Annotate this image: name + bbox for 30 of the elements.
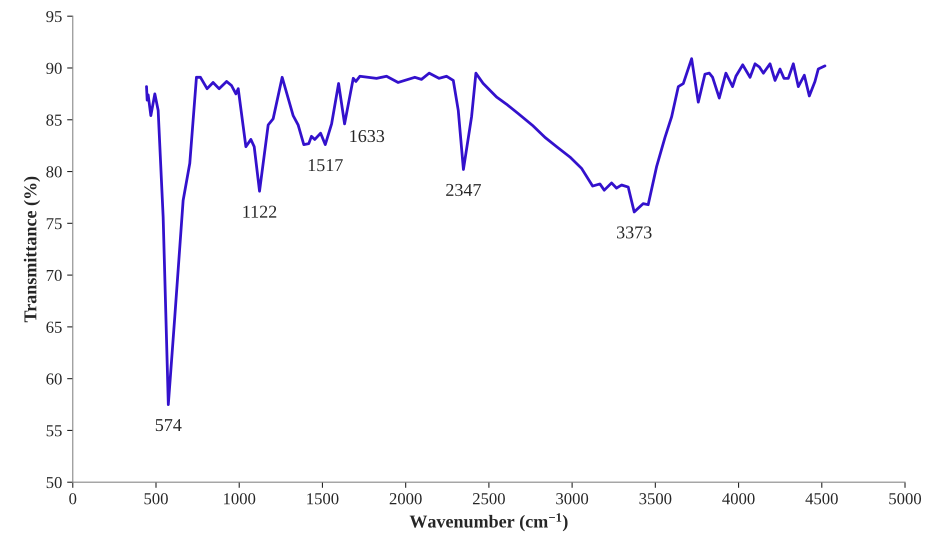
x-tick-label: 3500 <box>639 493 672 504</box>
x-tick-label: 2000 <box>390 493 422 504</box>
y-tick-label: 50 <box>46 476 62 488</box>
annotation: 1633 <box>350 130 384 142</box>
x-tick-label: 2500 <box>472 493 505 504</box>
y-axis-title: Transmittance (%) <box>24 176 40 322</box>
x-tick-label: 4500 <box>805 493 838 504</box>
annotation: 3373 <box>617 226 652 239</box>
line-series <box>145 57 826 406</box>
x-tick-label: 0 <box>69 493 76 504</box>
x-tick-label: 4000 <box>722 493 755 504</box>
y-tick-label: 80 <box>46 166 62 178</box>
y-tick-label: 85 <box>46 114 62 126</box>
x-axis-title: Wavenumber (cm$^{−1}$) <box>410 513 568 532</box>
y-tick-label: 90 <box>46 62 62 74</box>
y-tick-label: 70 <box>46 270 62 282</box>
y-tick-label: 75 <box>46 218 62 230</box>
y-tick-label: 60 <box>46 373 62 385</box>
annotation: 1517 <box>308 159 343 172</box>
y-tick-label: 55 <box>46 425 62 436</box>
x-tick-label: 5000 <box>889 493 922 504</box>
x-tick-label: 3000 <box>556 493 588 504</box>
annotation: 2347 <box>446 184 481 196</box>
y-tick-label: 95 <box>46 10 62 22</box>
x-tick-label: 1000 <box>224 493 256 504</box>
annotation: 1122 <box>243 206 276 218</box>
x-tick-label: 500 <box>144 493 168 504</box>
y-tick-label: 65 <box>46 322 62 333</box>
x-tick-label: 1500 <box>307 493 338 504</box>
annotation: 574 <box>156 419 182 432</box>
